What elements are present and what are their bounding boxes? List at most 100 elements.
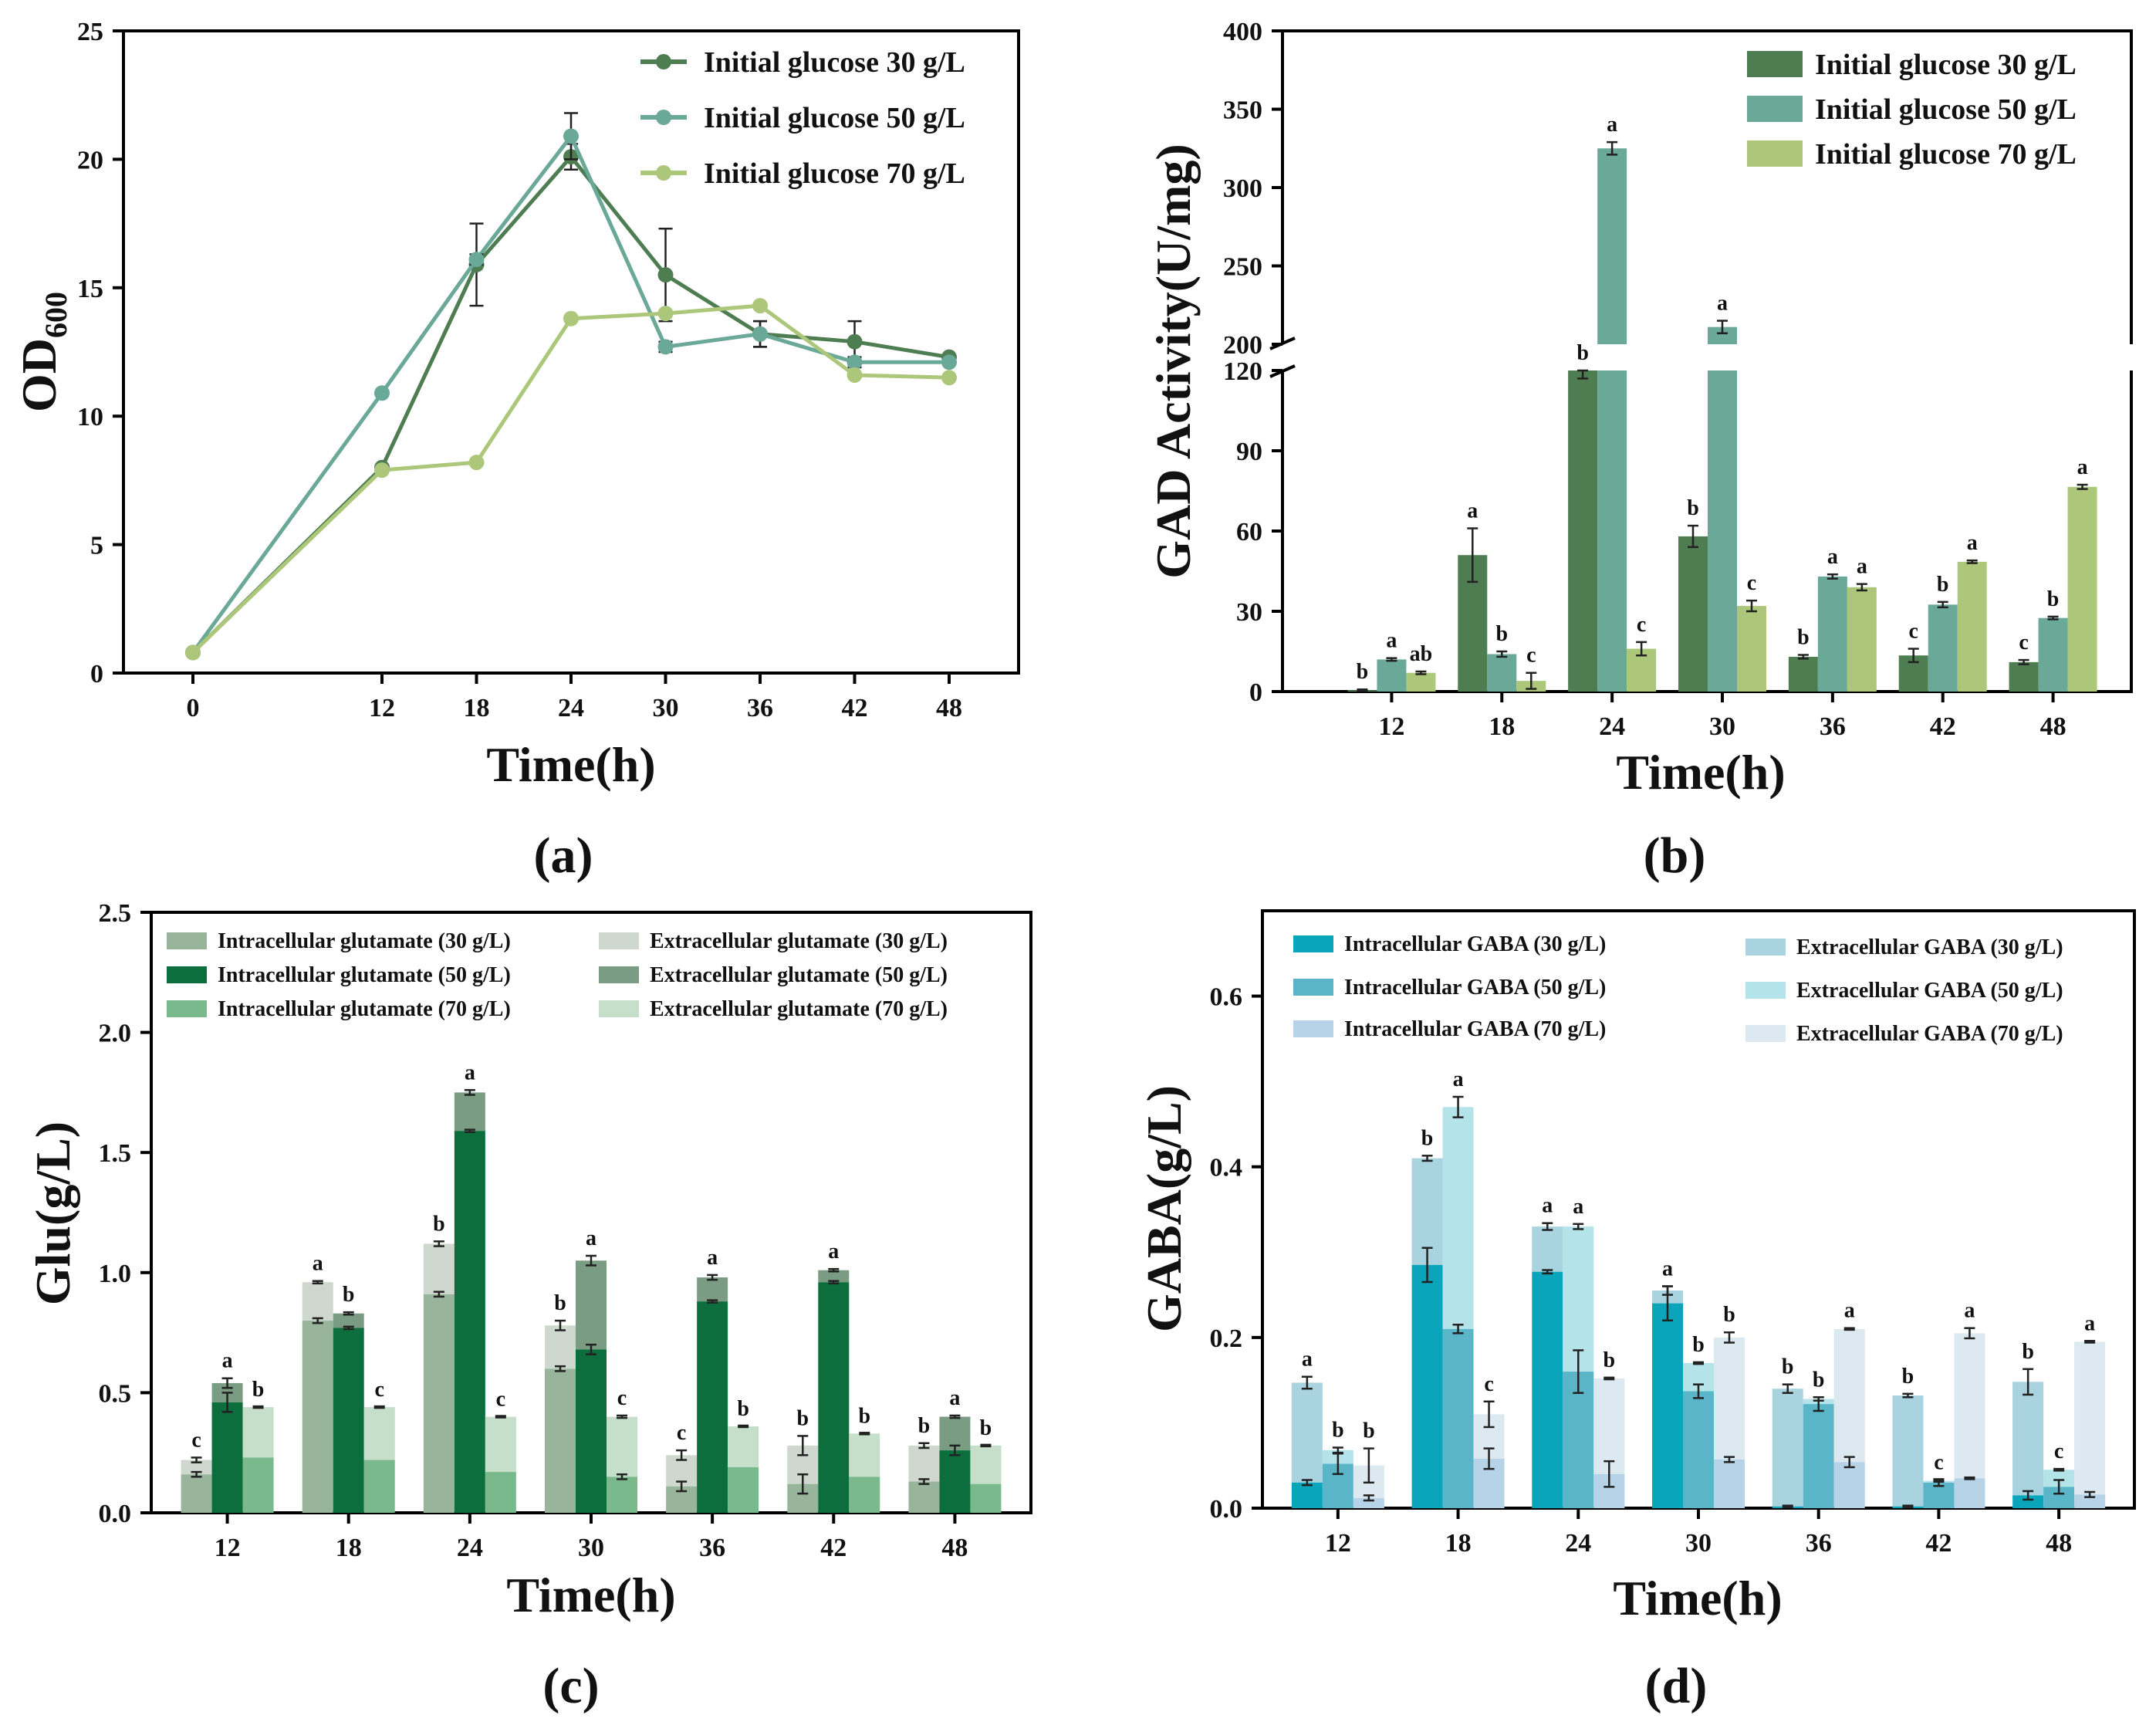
bar-extracellular-36h-2 [1833,1328,1865,1463]
legend-swatch-50 [1747,96,1803,122]
significance-label: b [554,1291,566,1315]
bar-48h-0 [2009,661,2039,692]
significance-label: a [949,1386,960,1410]
bar-extracellular-36h-0 [1772,1389,1803,1507]
bar-30h-0 [1678,536,1708,692]
legend-label-0: Intracellular GABA (30 g/L) [1344,932,1606,956]
data-point [847,367,863,383]
bar-extracellular-24h-2 [485,1416,516,1473]
bar-intracellular-42h-2 [849,1477,880,1513]
bar-intracellular-12h-0 [1291,1482,1323,1508]
significance-label: b [252,1378,265,1402]
y-tick-label: 400 [1223,18,1262,46]
y-tick-label: 2.5 [99,899,132,928]
significance-label: b [1902,1365,1914,1389]
significance-label: b [1782,1355,1794,1379]
bar-12h-1 [1377,659,1407,692]
panel-a-y-axis-label-main: OD [12,338,66,412]
legend-marker-70 [656,165,671,181]
significance-label: ab [1410,642,1433,666]
legend-swatch-5 [1745,1025,1786,1042]
legend-label-5: Extracellular GABA (70 g/L) [1796,1022,2063,1046]
x-tick-label: 36 [1806,1529,1832,1558]
panel-a-line-chart: 0 5 10 15 20 25 0 12 18 24 30 36 42 48 Initial glucos… [12,18,1020,884]
x-tick-label: 12 [369,694,395,722]
panel-c-legend: Intracellular glutamate (30 g/L) Intracel… [167,929,948,1021]
bar-36h-2 [1847,587,1877,692]
legend-swatch-1 [167,966,207,983]
legend-marker-30 [656,54,671,69]
data-point [468,455,485,471]
series-line-0 [191,154,950,655]
bar-42h-1 [1928,604,1958,692]
x-tick-label: 12 [215,1534,241,1562]
bar-intracellular-18h-1 [1442,1328,1474,1508]
bar-42h-2 [1957,561,1987,692]
significance-label: b [2022,1340,2034,1364]
panel-c-stacked-bar-chart: 0.00.51.01.52.02.512 18 24 30 36 42 48 cababcb… [25,899,1032,1714]
data-point [941,370,957,386]
legend-swatch-0 [1293,935,1333,952]
legend-label-1: Intracellular GABA (50 g/L) [1344,976,1606,1000]
significance-label: c [1934,1451,1943,1475]
significance-label: c [1908,620,1918,644]
data-point [847,333,863,350]
x-tick-label: 42 [1930,712,1956,741]
bar-intracellular-24h-0 [423,1294,455,1513]
legend-swatch-4 [599,966,639,983]
significance-label: b [796,1406,809,1430]
panel-b-legend: Initial glucose 30 g/L Initial glucose 5… [1747,49,2077,171]
bar-extracellular-18h-0 [302,1282,333,1321]
significance-label: c [677,1421,686,1445]
x-tick-label: 24 [558,694,584,722]
bar-extracellular-30h-2 [607,1416,637,1477]
y-tick-label: 1.5 [99,1139,132,1168]
bar-intracellular-12h-2 [242,1457,274,1513]
x-tick-label: 30 [1685,1529,1712,1558]
data-point [752,298,768,314]
significance-label: a [1573,1195,1583,1219]
series-line-2 [191,303,950,655]
data-point [752,326,768,342]
y-tick-label: 5 [90,532,103,560]
significance-label: b [1797,626,1810,650]
panel-a-y-axis-label-sub: 600 [39,292,73,338]
significance-label: a [222,1349,233,1373]
bar-extracellular-42h-0 [1892,1395,1924,1507]
significance-label: b [1363,1419,1375,1443]
x-tick-label: 48 [936,694,962,722]
bar-intracellular-36h-1 [697,1301,728,1513]
bar-extracellular-36h-1 [697,1277,728,1302]
legend-swatch-4 [1745,982,1786,999]
bar-intracellular-48h-0 [908,1481,940,1513]
x-tick-label: 36 [747,694,773,722]
significance-label: b [1687,496,1699,520]
bar-intracellular-24h-0 [1532,1271,1563,1508]
significance-label: c [191,1428,201,1452]
legend-label-4: Extracellular GABA (50 g/L) [1796,979,2063,1003]
data-point [374,462,390,479]
x-tick-label: 12 [1378,712,1404,741]
panel-a-y-axis-label: OD600 [12,292,73,412]
significance-label: a [1717,292,1728,316]
x-tick-label: 30 [578,1534,604,1562]
x-tick-label: 24 [1565,1529,1591,1558]
significance-label: a [1453,1067,1464,1091]
x-tick-label: 30 [1709,712,1735,741]
x-tick-label: 36 [1820,712,1846,741]
y-tick-label: 60 [1236,518,1262,546]
x-tick-label: 18 [1489,712,1515,741]
bar-lower-24h-1 [1597,370,1627,692]
x-tick-label: 30 [653,694,679,722]
bar-intracellular-42h-2 [1954,1478,1985,1508]
y-tick-label: 10 [77,403,103,431]
bar-intracellular-18h-0 [302,1321,333,1513]
significance-label: c [496,1388,505,1412]
significance-label: c [1637,613,1646,637]
significance-label: b [1421,1126,1434,1150]
bar-12h-2 [1406,672,1436,692]
panel-d-label: (d) [1645,1658,1708,1714]
y-tick-label: 0.4 [1210,1154,1243,1182]
bar-extracellular-48h-0 [908,1445,940,1482]
y-tick-label: 300 [1223,174,1262,203]
